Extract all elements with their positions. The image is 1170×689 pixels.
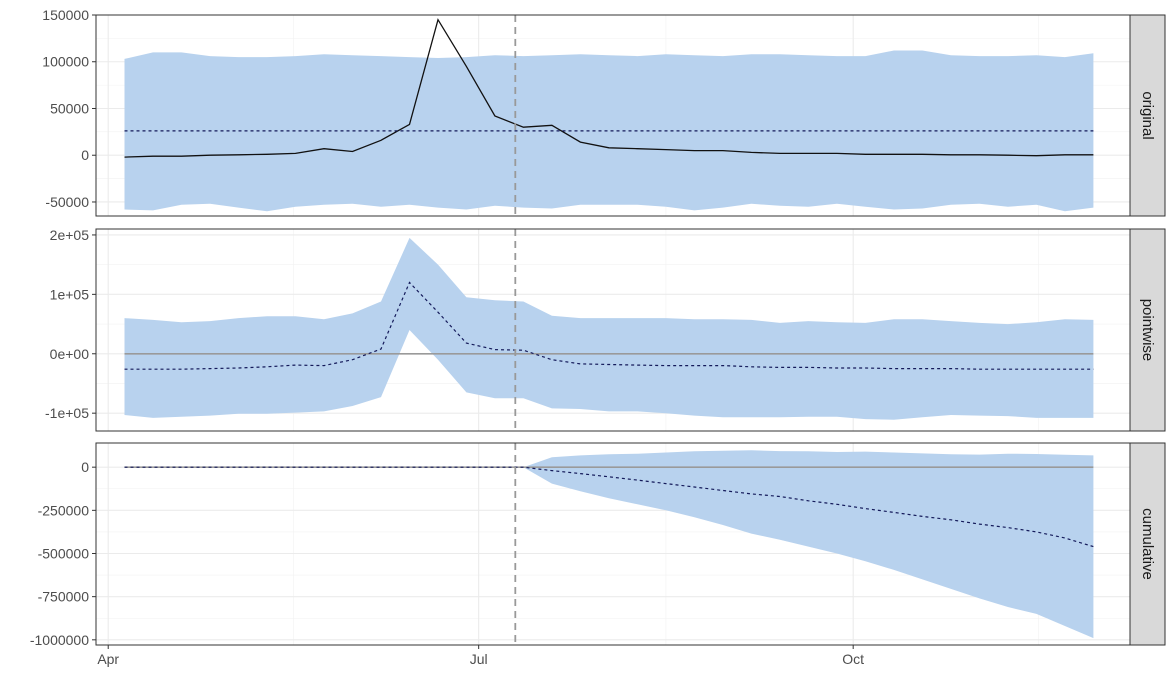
y-tick-label: -750000 [38, 589, 90, 605]
y-tick-label: 2e+05 [50, 227, 90, 243]
x-tick-label: Oct [842, 651, 864, 667]
panel-pointwise: pointwise -1e+05 0e+00 1e+05 2e+05 [45, 227, 1165, 431]
y-tick-label: 0 [81, 147, 89, 163]
y-tick-label: -250000 [38, 502, 90, 518]
y-tick-label: 1e+05 [50, 286, 90, 302]
panel-cumulative: cumulative -1000000 -750000 -500000 -250000 0 [30, 443, 1165, 648]
y-tick-label: -1000000 [30, 632, 89, 648]
x-tick-label: Jul [470, 651, 488, 667]
strip-label-cumulative: cumulative [1139, 508, 1156, 580]
y-tick-label: -500000 [38, 545, 90, 561]
y-tick-label: 0 [81, 459, 89, 475]
y-tick-label: 0e+00 [50, 346, 90, 362]
y-tick-label: 50000 [50, 100, 89, 116]
y-tick-label: 100000 [42, 54, 89, 70]
y-tick-label: -1e+05 [45, 405, 89, 421]
y-tick-label: -50000 [45, 194, 89, 210]
y-tick-label: 150000 [42, 7, 89, 23]
x-tick-label: Apr [97, 651, 119, 667]
panel-original: original -50000 0 50000 100000 150000 [42, 7, 1165, 216]
strip-label-original: original [1139, 91, 1156, 139]
strip-label-pointwise: pointwise [1139, 299, 1156, 362]
